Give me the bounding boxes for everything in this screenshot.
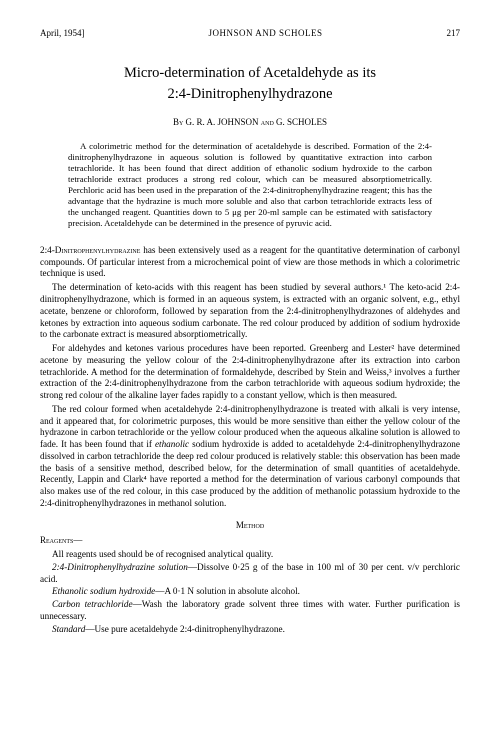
page-number: 217 bbox=[446, 28, 460, 40]
authors-line: By G. R. A. JOHNSON and G. SCHOLES bbox=[40, 117, 460, 129]
reagent-2-name: Ethanolic sodium hydroxide bbox=[52, 586, 155, 596]
method-heading: Method bbox=[40, 520, 460, 532]
para4-b: sodium hydroxide is added to acetaldehyd… bbox=[40, 439, 460, 508]
reagent-2-body: —A 0·1 N solution in absolute alcohol. bbox=[155, 586, 300, 596]
header-authors: JOHNSON AND SCHOLES bbox=[208, 28, 322, 40]
article-title-line1: Micro-determination of Acetaldehyde as i… bbox=[40, 64, 460, 83]
reagent-intro: All reagents used should be of recognise… bbox=[40, 549, 460, 561]
paragraph-3: For aldehydes and ketones various proced… bbox=[40, 343, 460, 402]
authors-prefix: By bbox=[173, 117, 186, 127]
reagent-1-name: 2:4-Dinitrophenylhydrazine solution bbox=[52, 562, 188, 572]
para1-lead: 2:4-Dinitrophenylhydrazine bbox=[40, 245, 140, 255]
paragraph-2: The determination of keto-acids with thi… bbox=[40, 282, 460, 341]
article-title-line2: 2:4-Dinitrophenylhydrazone bbox=[40, 85, 460, 104]
paragraph-4: The red colour formed when acetaldehyde … bbox=[40, 404, 460, 510]
abstract: A colorimetric method for the determinat… bbox=[68, 141, 432, 229]
paragraph-1: 2:4-Dinitrophenylhydrazine has been exte… bbox=[40, 245, 460, 280]
reagent-4-name: Standard bbox=[52, 624, 85, 634]
page: April, 1954] JOHNSON AND SCHOLES 217 Mic… bbox=[0, 0, 500, 657]
running-header: April, 1954] JOHNSON AND SCHOLES 217 bbox=[40, 28, 460, 40]
reagent-1: 2:4-Dinitrophenylhydrazine solution—Diss… bbox=[40, 562, 460, 586]
reagent-3-name: Carbon tetrachloride bbox=[52, 599, 133, 609]
reagents-heading: Reagents— bbox=[40, 535, 460, 547]
authors-names: G. R. A. JOHNSON and G. SCHOLES bbox=[186, 117, 328, 127]
para4-italic: ethanolic bbox=[155, 439, 189, 449]
header-date: April, 1954] bbox=[40, 28, 85, 40]
reagent-4-body: —Use pure acetaldehyde 2:4-dinitrophenyl… bbox=[85, 624, 285, 634]
reagent-3: Carbon tetrachloride—Wash the laboratory… bbox=[40, 599, 460, 623]
reagent-2: Ethanolic sodium hydroxide—A 0·1 N solut… bbox=[40, 586, 460, 598]
reagent-4: Standard—Use pure acetaldehyde 2:4-dinit… bbox=[40, 624, 460, 636]
